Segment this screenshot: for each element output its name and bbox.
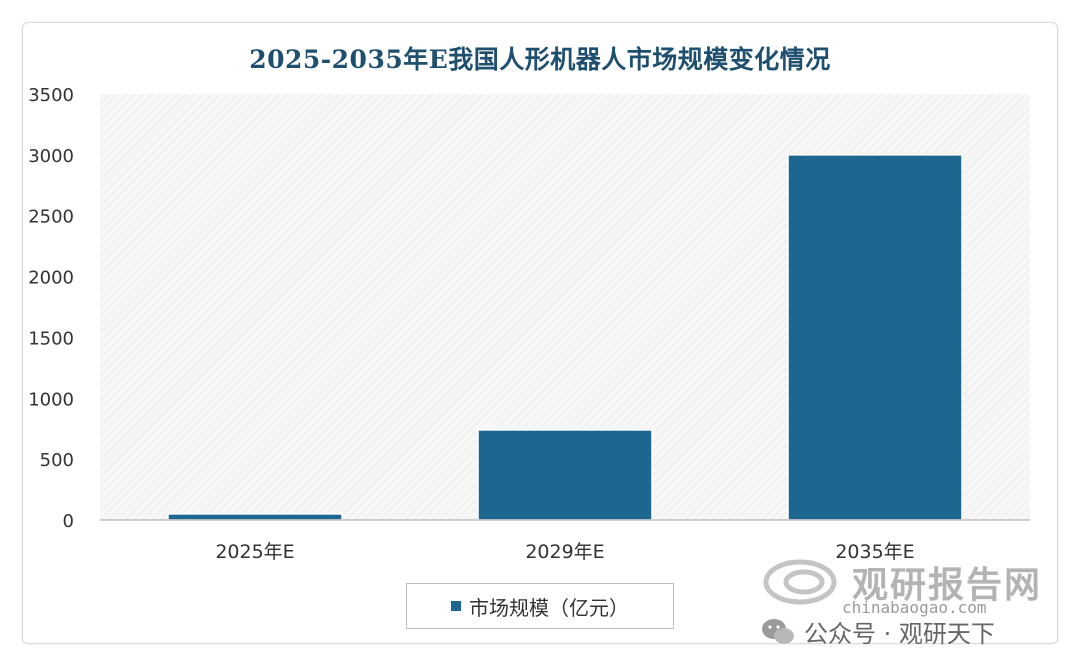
- watermark-logo-icon: [763, 559, 837, 605]
- bar: [787, 154, 963, 521]
- legend-swatch: [451, 601, 461, 611]
- legend: 市场规模（亿元）: [406, 583, 674, 629]
- chart-title: 2025-2035年E我国人形机器人市场规模变化情况: [249, 45, 831, 74]
- watermark-brand: 观研报告网: [852, 565, 1043, 606]
- watermark-account-text: 公众号 · 观研天下: [804, 620, 995, 648]
- legend-label: 市场规模（亿元）: [469, 595, 629, 620]
- x-tick-label: 2029年E: [525, 541, 604, 563]
- x-tick-label: 2035年E: [835, 541, 914, 563]
- y-tick-label: 0: [63, 511, 74, 532]
- bar: [167, 513, 343, 521]
- watermark-url: chinabaogao.com: [842, 598, 987, 617]
- y-tick-label: 1500: [28, 328, 74, 349]
- x-tick-label: 2025年E: [215, 541, 294, 563]
- bar: [477, 429, 653, 521]
- y-tick-label: 2500: [28, 207, 74, 228]
- y-tick-label: 3000: [28, 146, 74, 167]
- watermark-account: 公众号 · 观研天下: [760, 614, 995, 649]
- y-tick-label: 3500: [28, 85, 74, 106]
- y-tick-label: 1000: [28, 389, 74, 410]
- y-tick-label: 500: [40, 450, 74, 471]
- wechat-icon: [762, 618, 794, 644]
- y-tick-label: 2000: [28, 268, 74, 289]
